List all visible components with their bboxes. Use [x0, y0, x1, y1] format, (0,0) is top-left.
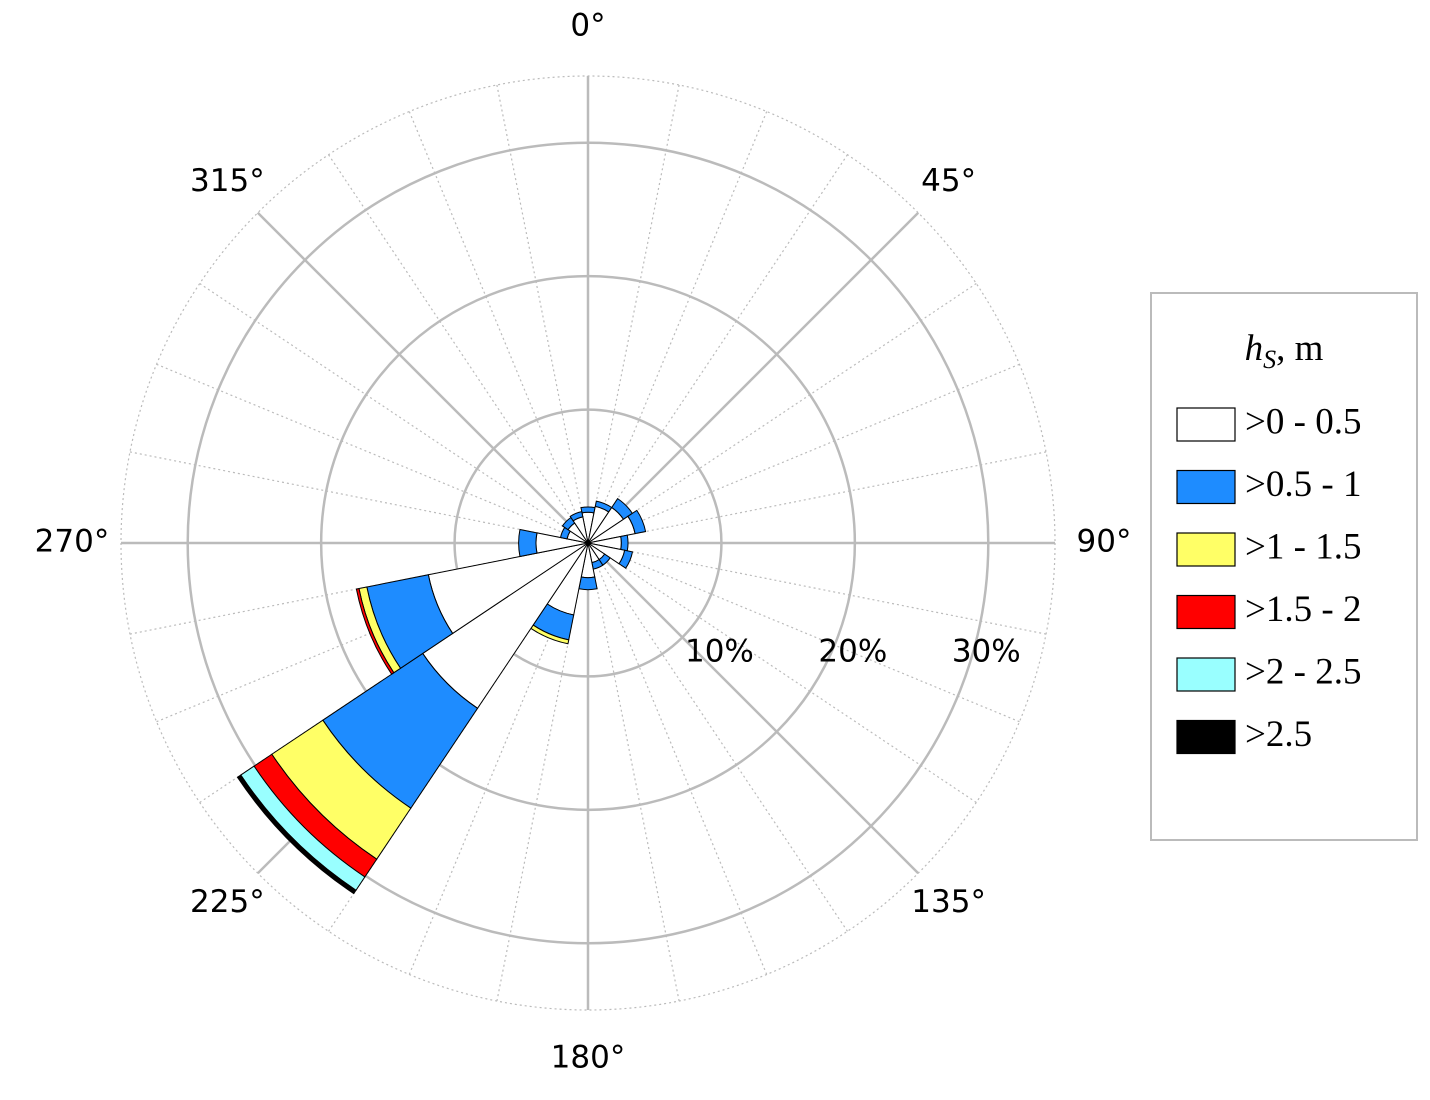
minor-spoke: [496, 84, 589, 544]
legend-swatch: [1176, 594, 1236, 630]
angle-tick-label: 0°: [570, 8, 605, 44]
legend-label: >0.5 - 1: [1245, 464, 1361, 505]
minor-spoke: [587, 154, 848, 544]
grid-spoke: [256, 211, 589, 544]
angle-tick-label: 180°: [551, 1040, 626, 1076]
r-tick-label: 10%: [685, 634, 754, 670]
grid-spoke: [587, 542, 920, 875]
minor-spoke: [129, 451, 589, 544]
angle-tick-label: 45°: [921, 163, 976, 199]
minor-spoke: [328, 154, 589, 544]
wedge: [569, 511, 584, 522]
minor-spoke: [587, 542, 768, 975]
angle-tick-label: 90°: [1077, 524, 1132, 560]
legend-label: >1 - 1.5: [1245, 526, 1361, 567]
wedge: [578, 576, 598, 591]
grid-spoke: [587, 211, 920, 544]
wedge: [580, 506, 596, 514]
labels: 10% 20% 30% 0° 45° 90° 135° 180° 225° 270° 315°: [35, 8, 1132, 1076]
minor-spoke: [587, 542, 1020, 723]
minor-spoke: [587, 363, 1020, 544]
minor-spoke: [587, 451, 1047, 544]
legend-title: hS, m: [1245, 328, 1324, 373]
minor-spoke: [408, 111, 589, 544]
wedge: [618, 549, 634, 569]
minor-spoke: [587, 542, 1047, 635]
legend-swatch: [1176, 657, 1236, 692]
legend-label: >2.5: [1245, 714, 1312, 755]
minor-spoke: [587, 111, 768, 544]
legend-swatch: [1176, 532, 1236, 567]
legend-unit: , m: [1276, 328, 1324, 369]
r-tick-label: 20%: [818, 634, 887, 670]
wedge: [518, 528, 538, 558]
minor-spoke: [587, 84, 680, 544]
legend-subscript: S: [1263, 345, 1276, 374]
legend-swatch: [1176, 407, 1236, 442]
minor-spoke: [587, 283, 977, 544]
legend-label: >2 - 2.5: [1245, 651, 1361, 692]
legend-label: >1.5 - 2: [1245, 589, 1361, 630]
legend-symbol: h: [1245, 328, 1264, 369]
minor-spoke: [199, 283, 589, 544]
angle-tick-label: 270°: [35, 524, 110, 560]
wedge: [236, 774, 357, 895]
wedge: [355, 587, 395, 675]
legend-swatch: [1176, 719, 1236, 755]
bars: [236, 497, 647, 895]
minor-spoke: [587, 542, 848, 932]
minor-spoke: [156, 363, 589, 544]
minor-spoke: [587, 542, 680, 1002]
angle-tick-label: 225°: [190, 884, 265, 920]
angle-tick-label: 315°: [190, 163, 265, 199]
r-tick-label: 30%: [952, 634, 1021, 670]
angle-tick-label: 135°: [911, 884, 986, 920]
legend-label: >0 - 0.5: [1245, 401, 1361, 442]
wedge: [627, 509, 647, 535]
wedge: [620, 534, 629, 552]
legend: >0 - 0.5 >0.5 - 1 >1 - 1.5 >1.5 - 2 >2 - 2.5…: [1176, 401, 1361, 755]
legend-swatch: [1176, 469, 1236, 505]
minor-spoke: [587, 542, 977, 803]
